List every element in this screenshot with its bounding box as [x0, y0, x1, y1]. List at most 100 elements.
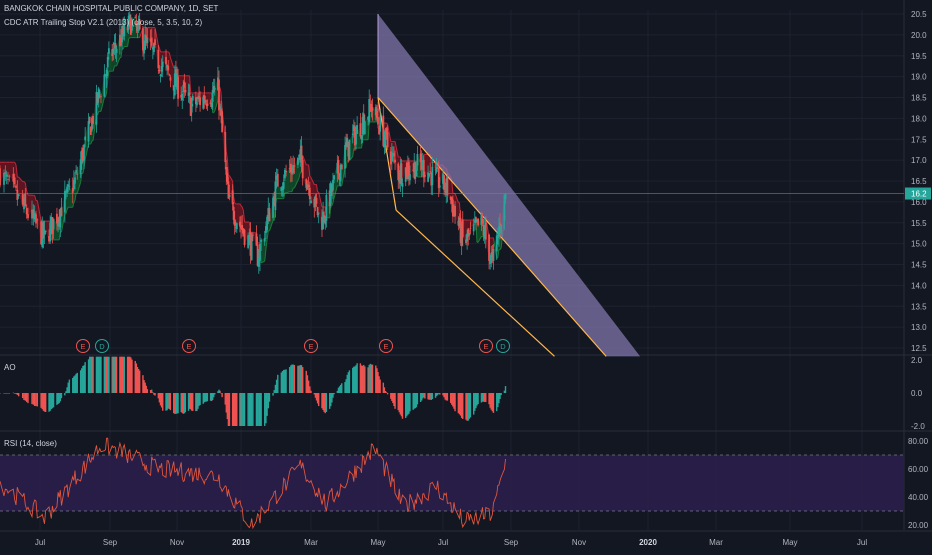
candle-body[interactable] — [112, 49, 114, 54]
candle-body[interactable] — [446, 178, 448, 195]
candle-body[interactable] — [7, 179, 9, 180]
candle-body[interactable] — [332, 180, 334, 190]
dividend-marker[interactable]: D — [96, 340, 109, 353]
earnings-marker[interactable]: E — [305, 340, 318, 353]
candle-body[interactable] — [0, 168, 1, 185]
candle-body[interactable] — [83, 145, 85, 161]
candle-body[interactable] — [191, 104, 193, 113]
candle-body[interactable] — [252, 235, 254, 236]
candle-body[interactable] — [99, 92, 101, 93]
candle-body[interactable] — [251, 234, 253, 260]
candle-body[interactable] — [106, 70, 108, 78]
candle-body[interactable] — [160, 75, 162, 76]
candle-body[interactable] — [379, 117, 381, 132]
candle-body[interactable] — [226, 173, 228, 182]
candle-body[interactable] — [443, 175, 445, 190]
candle-body[interactable] — [473, 225, 475, 232]
candle-body[interactable] — [322, 212, 324, 229]
candle-body[interactable] — [100, 96, 102, 97]
candle-body[interactable] — [397, 164, 399, 180]
candle-body[interactable] — [325, 195, 327, 221]
candle-body[interactable] — [84, 137, 86, 141]
candle-body[interactable] — [211, 103, 213, 107]
candle-body[interactable] — [15, 186, 17, 188]
candle-body[interactable] — [24, 193, 26, 206]
candle-body[interactable] — [439, 185, 441, 187]
candle-body[interactable] — [116, 49, 118, 53]
candle-body[interactable] — [275, 182, 277, 211]
candle-body[interactable] — [127, 27, 129, 30]
candle-body[interactable] — [269, 208, 271, 221]
candle-body[interactable] — [162, 62, 164, 67]
candle-body[interactable] — [68, 186, 70, 187]
candle-body[interactable] — [355, 132, 357, 144]
candle-body[interactable] — [236, 223, 238, 229]
candle-body[interactable] — [462, 220, 464, 237]
candle-body[interactable] — [183, 82, 185, 88]
candle-body[interactable] — [154, 39, 156, 45]
candle-body[interactable] — [377, 117, 379, 124]
candle-body[interactable] — [500, 225, 502, 233]
candle-body[interactable] — [477, 218, 479, 225]
candle-body[interactable] — [196, 102, 198, 105]
candle-body[interactable] — [417, 154, 419, 165]
candle-body[interactable] — [505, 194, 507, 200]
candle-body[interactable] — [302, 160, 304, 178]
candle-body[interactable] — [293, 166, 295, 167]
candle-body[interactable] — [165, 57, 167, 64]
candle-body[interactable] — [36, 220, 38, 221]
candle-body[interactable] — [168, 74, 170, 75]
candle-body[interactable] — [74, 177, 76, 183]
candle-body[interactable] — [92, 116, 94, 124]
candle-body[interactable] — [341, 165, 343, 170]
candle-body[interactable] — [184, 90, 186, 92]
candle-body[interactable] — [415, 170, 417, 177]
candle-body[interactable] — [67, 184, 69, 186]
candle-body[interactable] — [266, 217, 268, 231]
candle-body[interactable] — [454, 206, 456, 216]
candle-body[interactable] — [18, 194, 20, 196]
candle-body[interactable] — [488, 235, 490, 261]
candle-body[interactable] — [103, 75, 105, 97]
candle-body[interactable] — [4, 172, 6, 174]
candle-body[interactable] — [66, 187, 68, 193]
candle-body[interactable] — [310, 201, 312, 204]
candle-body[interactable] — [219, 106, 221, 110]
candle-body[interactable] — [316, 198, 318, 204]
candle-body[interactable] — [26, 208, 28, 214]
candle-body[interactable] — [89, 117, 91, 123]
candle-body[interactable] — [344, 145, 346, 169]
candle-body[interactable] — [204, 100, 206, 104]
candle-body[interactable] — [424, 175, 426, 177]
candle-body[interactable] — [244, 230, 246, 245]
candle-body[interactable] — [338, 160, 340, 174]
candle-body[interactable] — [277, 174, 279, 187]
candle-body[interactable] — [221, 111, 223, 132]
candle-body[interactable] — [318, 213, 320, 214]
candle-body[interactable] — [64, 191, 66, 213]
candle-body[interactable] — [361, 135, 363, 139]
candle-body[interactable] — [431, 167, 433, 185]
candle-body[interactable] — [88, 121, 90, 141]
candle-body[interactable] — [157, 50, 159, 68]
candle-body[interactable] — [98, 88, 100, 97]
candle-body[interactable] — [6, 175, 8, 177]
candle-body[interactable] — [167, 66, 169, 71]
candle-body[interactable] — [264, 238, 266, 241]
earnings-marker[interactable]: E — [480, 340, 493, 353]
candle-body[interactable] — [260, 240, 262, 242]
candle-body[interactable] — [170, 77, 172, 80]
candle-body[interactable] — [352, 134, 354, 135]
candle-body[interactable] — [402, 183, 404, 187]
candle-body[interactable] — [485, 223, 487, 240]
candle-body[interactable] — [146, 38, 148, 43]
candle-body[interactable] — [429, 171, 431, 172]
candle-body[interactable] — [234, 219, 236, 226]
candle-body[interactable] — [285, 171, 287, 172]
candle-body[interactable] — [192, 96, 194, 101]
candle-body[interactable] — [214, 88, 216, 89]
candle-body[interactable] — [181, 94, 183, 100]
candle-body[interactable] — [8, 176, 10, 177]
candle-body[interactable] — [360, 123, 362, 136]
